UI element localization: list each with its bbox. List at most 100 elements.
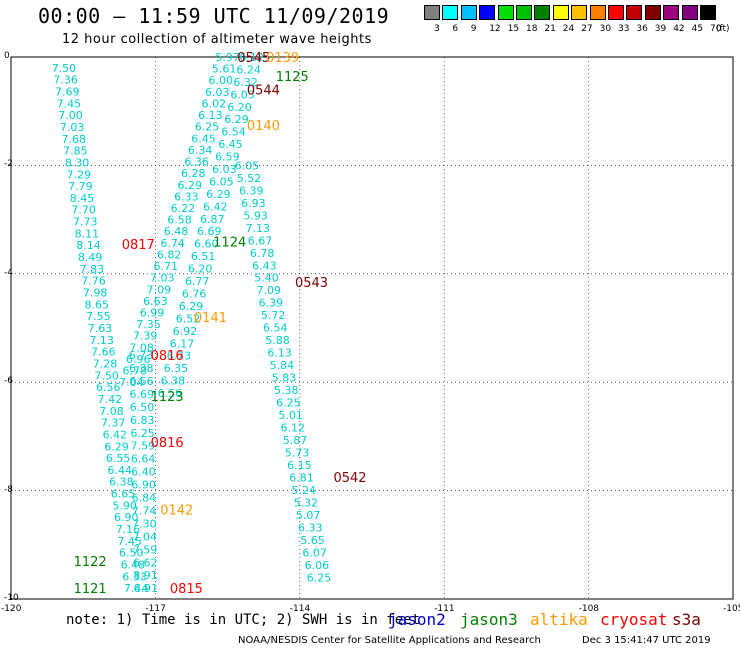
wave-height-value: 6.52	[176, 312, 201, 325]
colorbar-swatch	[608, 5, 624, 20]
colorbar-swatch	[644, 5, 661, 20]
wave-height-value: 6.54	[221, 126, 246, 139]
colorbar-label: 45	[691, 24, 704, 34]
wave-height-value: 6.29	[179, 300, 204, 313]
wave-height-value: 7.36	[53, 74, 78, 87]
wave-height-value: 6.29	[224, 113, 249, 126]
wave-height-value: 8.45	[70, 192, 95, 205]
grid	[11, 57, 733, 599]
wave-height-value: 7.45	[57, 97, 82, 110]
pass-time-label: 0815	[170, 582, 203, 597]
wave-height-value: 6.78	[250, 247, 275, 260]
wave-height-value: 6.45	[218, 138, 243, 151]
pass-time-label: 1124	[213, 235, 246, 250]
wave-height-value: 6.48	[164, 225, 189, 238]
wave-height-value: 7.03	[60, 121, 85, 134]
pass-time-label: 1121	[74, 582, 107, 597]
y-tick-label: -2	[4, 159, 13, 170]
colorbar-swatch	[681, 5, 698, 20]
pass-time-label: 0544	[247, 84, 280, 99]
x-tick-label: -108	[578, 604, 600, 614]
colorbar-label: 33	[618, 24, 630, 34]
wave-height-value: 5.61	[212, 63, 237, 76]
wave-height-value: 6.67	[248, 234, 273, 247]
wave-height-value: 5.52	[237, 172, 262, 185]
wave-height-value: 6.38	[161, 375, 186, 388]
wave-height-value: 6.42	[103, 428, 128, 441]
wave-height-value: 6.81	[289, 471, 314, 484]
wave-height-value: 5.40	[254, 272, 279, 285]
wave-height-value: 5.24	[291, 484, 316, 497]
wave-height-value: 6.84	[132, 492, 157, 505]
wave-height-value: 5.07	[296, 509, 321, 522]
wave-height-value: 6.83	[130, 414, 155, 427]
pass-time-label: 0816	[151, 349, 184, 364]
wave-height-value: 6.33	[174, 190, 199, 203]
wave-height-value: 6.03	[212, 163, 237, 176]
wave-height-value: 6.32	[233, 76, 258, 89]
wave-height-value: 7.79	[68, 180, 93, 193]
wave-height-value: 6.69	[130, 388, 155, 401]
colorbar-label: 24	[562, 24, 575, 34]
wave-height-value: 6.03	[205, 86, 230, 99]
wave-height-value: 7.39	[133, 330, 158, 343]
wave-height-value: 6.91	[134, 582, 159, 595]
wave-height-value: 6.56	[158, 387, 183, 400]
wave-height-value: 6.15	[287, 459, 312, 472]
wave-height-value: 7.28	[93, 357, 118, 370]
footer-timestamp: Dec 3 15:41:47 UTC 2019	[582, 635, 711, 646]
wave-height-value: 6.25	[307, 571, 332, 584]
plot-frame	[10, 56, 734, 600]
wave-height-value: 6.13	[198, 109, 223, 122]
wave-height-value: 7.03	[150, 272, 175, 285]
wave-height-value: 7.45	[117, 535, 142, 548]
wave-height-value: 6.12	[239, 51, 264, 64]
wave-height-value: 7.44	[124, 582, 149, 595]
wave-height-value: 5.88	[265, 334, 290, 347]
x-tick-label: -117	[145, 604, 166, 614]
wave-height-value: 6.12	[281, 422, 306, 435]
wave-height-value: 6.60	[194, 238, 219, 251]
pass-time-label: 0141	[194, 311, 227, 326]
colorbar-label: 36	[636, 24, 648, 34]
pass-time-label: 0142	[160, 504, 193, 519]
pass-time-label: 0545	[237, 51, 270, 66]
chart-title: 00:00 – 11:59 UTC 11/09/2019	[38, 4, 390, 28]
wave-height-value: 6.69	[197, 225, 222, 238]
x-tick-label: -105	[723, 604, 740, 614]
colorbar-label: 9	[470, 24, 477, 34]
wave-height-value: 6.05	[235, 159, 260, 172]
wave-height-value: 6.99	[140, 307, 165, 320]
pass-time-label: 1125	[276, 70, 309, 85]
wave-height-value: 6.71	[153, 260, 178, 273]
wave-height-value: 6.13	[267, 347, 292, 360]
wave-height-value: 5.01	[278, 409, 303, 422]
colorbar-label: 3	[434, 24, 440, 34]
wave-height-value: 6.64	[131, 453, 156, 466]
wave-height-value: 7.50	[52, 62, 77, 75]
wave-height-value: 6.59	[215, 151, 240, 164]
pass-time-label: 1123	[151, 390, 184, 405]
wave-height-value: 5.87	[283, 434, 308, 447]
wave-height-value: 6.35	[164, 362, 189, 375]
wave-height-value: 5.90	[112, 499, 137, 512]
wave-height-value: 6.24	[236, 63, 261, 76]
wave-height-value: 6.34	[188, 144, 213, 157]
wave-height-value: 7.83	[80, 263, 105, 276]
wave-height-value: 7.08	[129, 341, 154, 354]
wave-height-value: 7.55	[86, 310, 111, 323]
satellite-legend-jason3: jason3	[460, 610, 518, 629]
colorbar-swatch	[424, 5, 440, 20]
wave-height-value: 6.29	[178, 179, 203, 192]
footer-note: note: 1) Time is in UTC; 2) SWH is in fe…	[66, 612, 421, 628]
wave-height-value: 7.30	[132, 517, 157, 530]
colorbar-swatch	[516, 5, 532, 20]
colorbar-swatch	[589, 5, 606, 20]
wave-height-value: 6.06	[305, 559, 330, 572]
y-tick-label: -10	[4, 593, 19, 603]
colorbar-swatch	[442, 5, 459, 20]
colorbar-label: 42	[673, 24, 685, 34]
pass-time-label: 0140	[247, 119, 280, 134]
